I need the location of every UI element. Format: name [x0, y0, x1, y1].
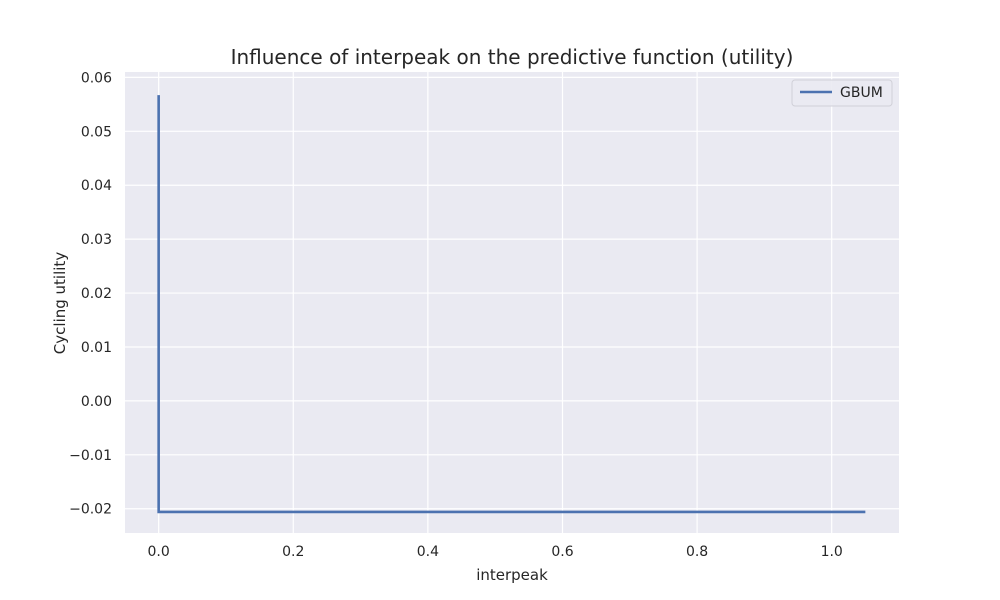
y-tick-label: 0.00: [81, 394, 112, 410]
series-line-gbum: [157, 95, 866, 514]
y-gridlines: [125, 76, 899, 510]
x-tick-label: 0.8: [686, 544, 708, 560]
y-tick-label: 0.05: [81, 124, 112, 140]
x-tick-label: 1.0: [821, 544, 843, 560]
x-tick-label: 0.2: [282, 544, 304, 560]
y-tick-label: −0.02: [69, 502, 112, 518]
x-axis-label: interpeak: [476, 566, 548, 584]
y-tick-label: −0.01: [69, 448, 112, 464]
legend: GBUM: [791, 79, 893, 107]
x-tick-label: 0.0: [148, 544, 170, 560]
series-lines: [157, 95, 866, 514]
y-tick-label: 0.02: [81, 286, 112, 302]
x-tick-labels: 0.0 0.2 0.4 0.6 0.8 1.0: [148, 544, 843, 560]
y-tick-label: 0.04: [81, 178, 112, 194]
x-tick-label: 0.4: [417, 544, 439, 560]
y-tick-label: 0.03: [81, 232, 112, 248]
y-axis-label: Cycling utility: [51, 252, 69, 355]
legend-label-gbum: GBUM: [840, 85, 883, 101]
x-tick-label: 0.6: [551, 544, 573, 560]
legend-box: [791, 79, 893, 107]
plot-area: [125, 72, 899, 533]
y-tick-label: 0.01: [81, 340, 112, 356]
y-tick-label: 0.06: [81, 70, 112, 86]
y-tick-labels: −0.02 −0.01 0.00 0.01 0.02 0.03 0.04 0.05 0.06: [69, 70, 112, 517]
chart-title: Influence of interpeak on the predictive…: [231, 45, 794, 69]
